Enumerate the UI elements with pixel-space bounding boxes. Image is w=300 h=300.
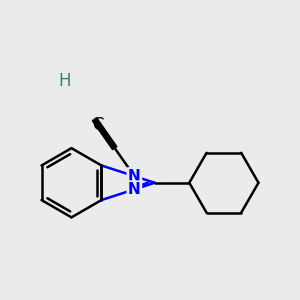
- Text: C: C: [92, 116, 103, 134]
- Text: H: H: [58, 72, 71, 90]
- Text: N: N: [128, 182, 141, 197]
- Text: N: N: [128, 169, 141, 184]
